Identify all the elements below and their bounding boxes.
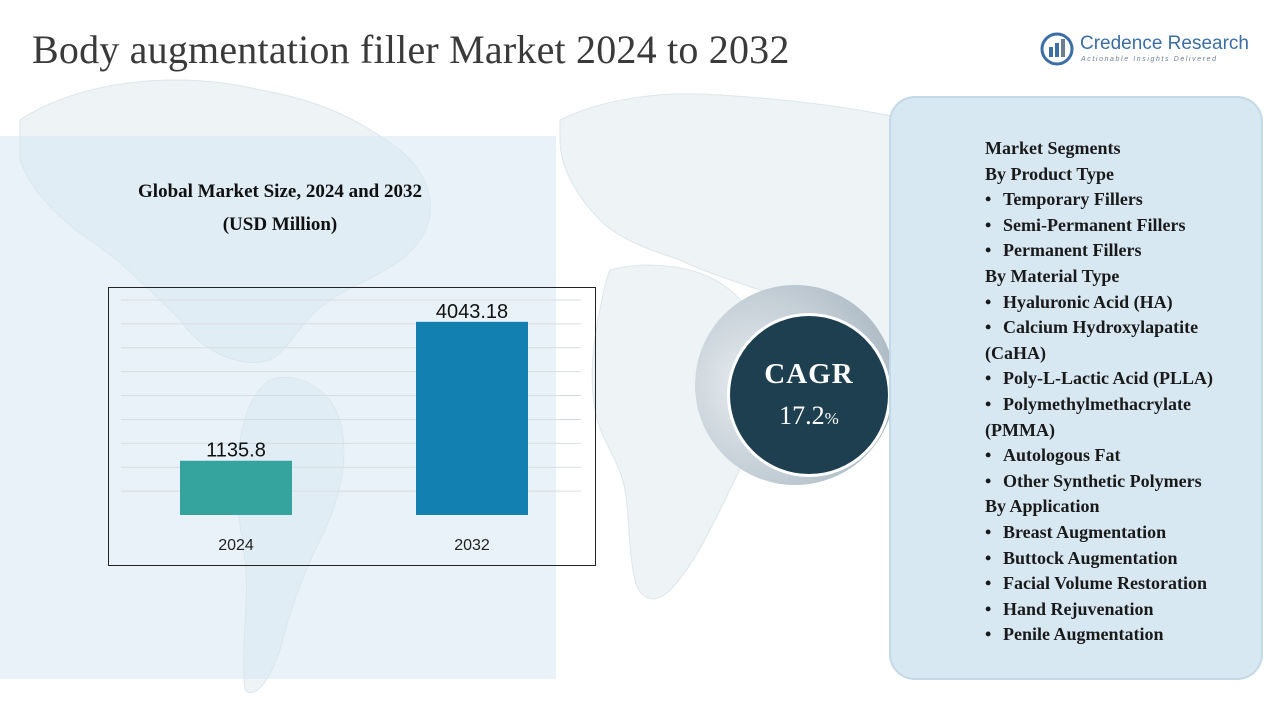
bullet-icon: • [985,240,992,261]
brand-name: Credence Research [1080,33,1249,54]
tick-label-2024: 2024 [218,537,254,554]
segment-item: • Hand Rejuvenation [985,597,1265,623]
segment-item-label: Autologous Fat [1003,445,1121,466]
segment-item: • Autologous Fat [985,443,1265,469]
segment-item: • Temporary Fillers [985,187,1265,213]
segment-item: • Polymethylmethacrylate [985,392,1265,418]
segment-item: (CaHA) [985,341,1265,367]
segment-item-label: Calcium Hydroxylapatite [1003,317,1199,338]
segment-item-label: (PMMA) [985,419,1055,440]
bullet-icon: • [985,624,992,645]
segment-item-label: (CaHA) [985,342,1046,363]
segment-item-label: Poly-L-Lactic Acid (PLLA) [1003,368,1213,389]
bullet-icon: • [985,189,992,210]
data-label-2024: 1135.8 [206,440,266,462]
segment-item-label: Breast Augmentation [1003,521,1167,542]
bar-2032 [416,321,528,515]
segment-item: • Hyaluronic Acid (HA) [985,290,1265,316]
bar-2024 [180,460,292,515]
bullet-icon: • [985,470,992,491]
bullet-icon: • [985,573,992,594]
segment-item: • Penile Augmentation [985,622,1265,648]
cagr-value: 17.2 [779,401,825,430]
cagr-badge: CAGR 17.2% [727,313,891,477]
bullet-icon: • [985,547,992,568]
data-label-2032: 4043.18 [436,301,508,323]
bar-chart-svg: 1135.8 2024 4043.18 2032 [121,299,581,554]
credence-logo-icon [1040,32,1074,66]
cagr-value-line: 17.2% [730,401,888,431]
segment-item-label: Polymethylmethacrylate [1003,393,1191,414]
segment-item: • Breast Augmentation [985,520,1265,546]
chart-heading-line2: (USD Million) [222,214,338,235]
segment-item-label: Penile Augmentation [1003,624,1164,645]
segment-item-label: Permanent Fillers [1003,240,1142,261]
bullet-icon: • [985,598,992,619]
segment-group-title: By Product Type [985,163,1115,184]
segment-group-title: By Material Type [985,265,1120,286]
segment-item: • Other Synthetic Polymers [985,469,1265,495]
segment-item-label: Temporary Fillers [1003,189,1143,210]
segment-item: • Semi-Permanent Fillers [985,213,1265,239]
segment-item-label: Semi-Permanent Fillers [1003,214,1186,235]
segment-item: • Permanent Fillers [985,238,1265,264]
market-segments-panel [889,96,1263,680]
segment-item-label: Buttock Augmentation [1003,547,1178,568]
cagr-label: CAGR [764,358,854,390]
segment-item-label: Other Synthetic Polymers [1003,470,1202,491]
bullet-icon: • [985,445,992,466]
brand-logo[interactable]: Credence Research Actionable Insights De… [1040,32,1260,72]
bullet-icon: • [985,291,992,312]
chart-heading: Global Market Size, 2024 and 2032 (USD M… [60,175,500,241]
bullet-icon: • [985,317,992,338]
segment-group-title: By Application [985,496,1100,517]
segments-heading: Market Segments [985,138,1121,158]
market-segments-list: Market Segments By Product Type • Temporar… [985,136,1265,648]
brand-tagline: Actionable Insights Delivered [1081,56,1218,63]
segment-item: • Buttock Augmentation [985,546,1265,572]
tick-label-2032: 2032 [454,537,490,554]
page-title: Body augmentation filler Market 2024 to … [32,27,790,72]
cagr-unit: % [824,409,839,428]
bullet-icon: • [985,368,992,389]
segment-item: • Facial Volume Restoration [985,571,1265,597]
bullet-icon: • [985,214,992,235]
bullet-icon: • [985,393,992,414]
chart-heading-line1: Global Market Size, 2024 and 2032 [138,181,422,202]
segment-item: (PMMA) [985,418,1265,444]
market-size-chart: 1135.8 2024 4043.18 2032 [108,287,596,566]
segment-item-label: Facial Volume Restoration [1003,573,1207,594]
segment-item-label: Hand Rejuvenation [1003,598,1154,619]
segment-item-label: Hyaluronic Acid (HA) [1003,291,1173,312]
segment-item: • Poly-L-Lactic Acid (PLLA) [985,366,1265,392]
segment-item: • Calcium Hydroxylapatite [985,315,1265,341]
bullet-icon: • [985,521,992,542]
